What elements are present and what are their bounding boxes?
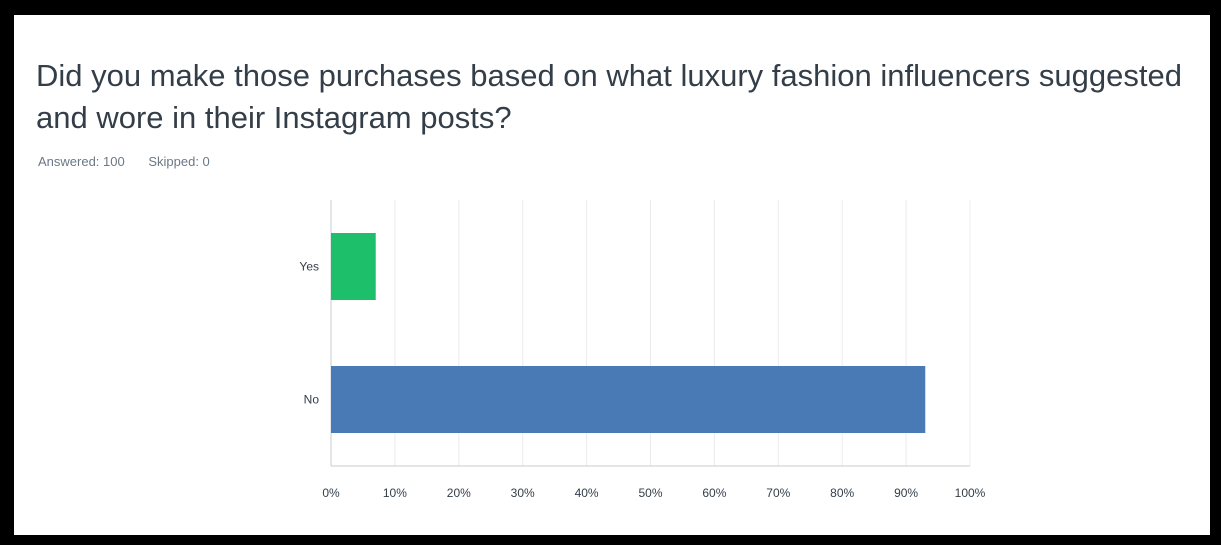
bar-no bbox=[331, 366, 926, 433]
response-stats: Answered: 100 Skipped: 0 bbox=[38, 154, 230, 169]
skipped-count: Skipped: 0 bbox=[148, 154, 210, 169]
x-tick-label: 30% bbox=[511, 486, 535, 500]
bar-yes bbox=[331, 233, 376, 300]
x-tick-label: 90% bbox=[894, 486, 918, 500]
x-tick-label: 100% bbox=[955, 486, 986, 500]
category-label: Yes bbox=[299, 260, 319, 274]
x-tick-label: 40% bbox=[575, 486, 599, 500]
x-tick-label: 10% bbox=[383, 486, 407, 500]
x-tick-label: 20% bbox=[447, 486, 471, 500]
x-tick-label: 50% bbox=[638, 486, 662, 500]
category-label: No bbox=[304, 393, 320, 407]
chart-card: Did you make those purchases based on wh… bbox=[12, 13, 1212, 537]
x-tick-label: 80% bbox=[830, 486, 854, 500]
x-tick-label: 0% bbox=[322, 486, 340, 500]
x-tick-label: 70% bbox=[766, 486, 790, 500]
x-tick-label: 60% bbox=[702, 486, 726, 500]
question-title: Did you make those purchases based on wh… bbox=[36, 58, 1182, 135]
answered-count: Answered: 100 bbox=[38, 154, 125, 169]
